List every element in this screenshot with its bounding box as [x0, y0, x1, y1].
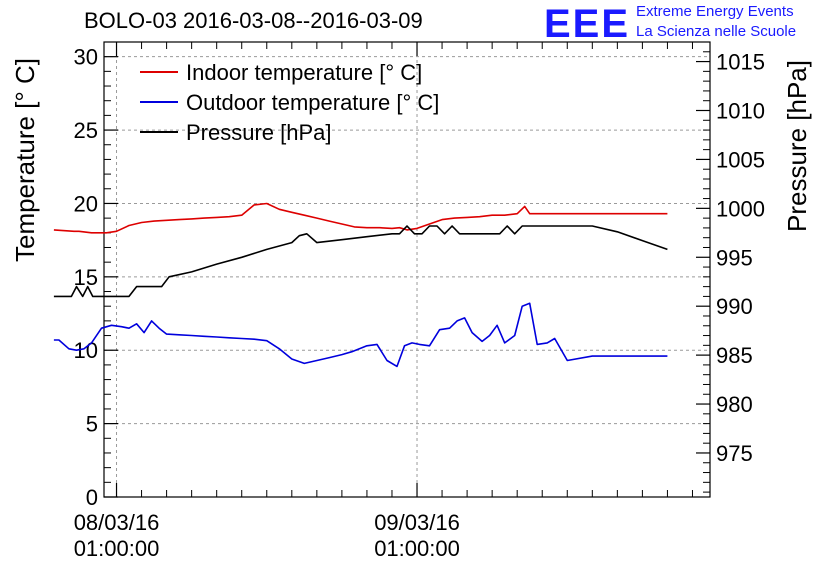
y-left-tick-label: 25: [74, 118, 98, 143]
y-right-tick-label: 990: [716, 294, 753, 319]
y-left-axis-title: Temperature [° C]: [10, 58, 40, 262]
series-line-1: [53, 202, 668, 234]
logo-caption-line2: La Scienza nelle Scuole: [636, 23, 797, 40]
x-tick-label-time: 01:00:00: [374, 536, 460, 561]
x-tick-label-date: 09/03/16: [374, 510, 460, 535]
y-left-tick-label: 30: [74, 45, 98, 70]
y-right-tick-label: 975: [716, 441, 753, 466]
y-right-tick-label: 1015: [716, 50, 765, 75]
series-line-3: [53, 225, 668, 298]
y-right-tick-label: 1005: [716, 147, 765, 172]
y-left-tick-label: 5: [86, 412, 98, 437]
y-left-tick-label: 0: [86, 485, 98, 510]
y-right-tick-label: 995: [716, 245, 753, 270]
legend-label-3: Pressure [hPa]: [186, 120, 332, 145]
legend-label-1: Indoor temperature [° C]: [186, 60, 422, 85]
series-line-2: [53, 302, 668, 368]
plot-frame: [103, 41, 711, 498]
y-right-tick-label: 1010: [716, 98, 765, 123]
y-left-tick-label: 15: [74, 265, 98, 290]
y-right-axis-title: Pressure [hPa]: [782, 60, 812, 232]
eee-logo: EEE: [544, 2, 631, 46]
y-right-tick-label: 980: [716, 392, 753, 417]
x-tick-label-date: 08/03/16: [74, 510, 160, 535]
legend-label-2: Outdoor temperature [° C]: [186, 90, 439, 115]
x-tick-label-time: 01:00:00: [74, 536, 160, 561]
chart-title: BOLO-03 2016-03-08--2016-03-09: [84, 8, 423, 33]
y-right-tick-label: 985: [716, 343, 753, 368]
logo-caption-line1: Extreme Energy Events: [636, 3, 794, 20]
y-left-tick-label: 20: [74, 191, 98, 216]
y-right-tick-label: 1000: [716, 196, 765, 221]
